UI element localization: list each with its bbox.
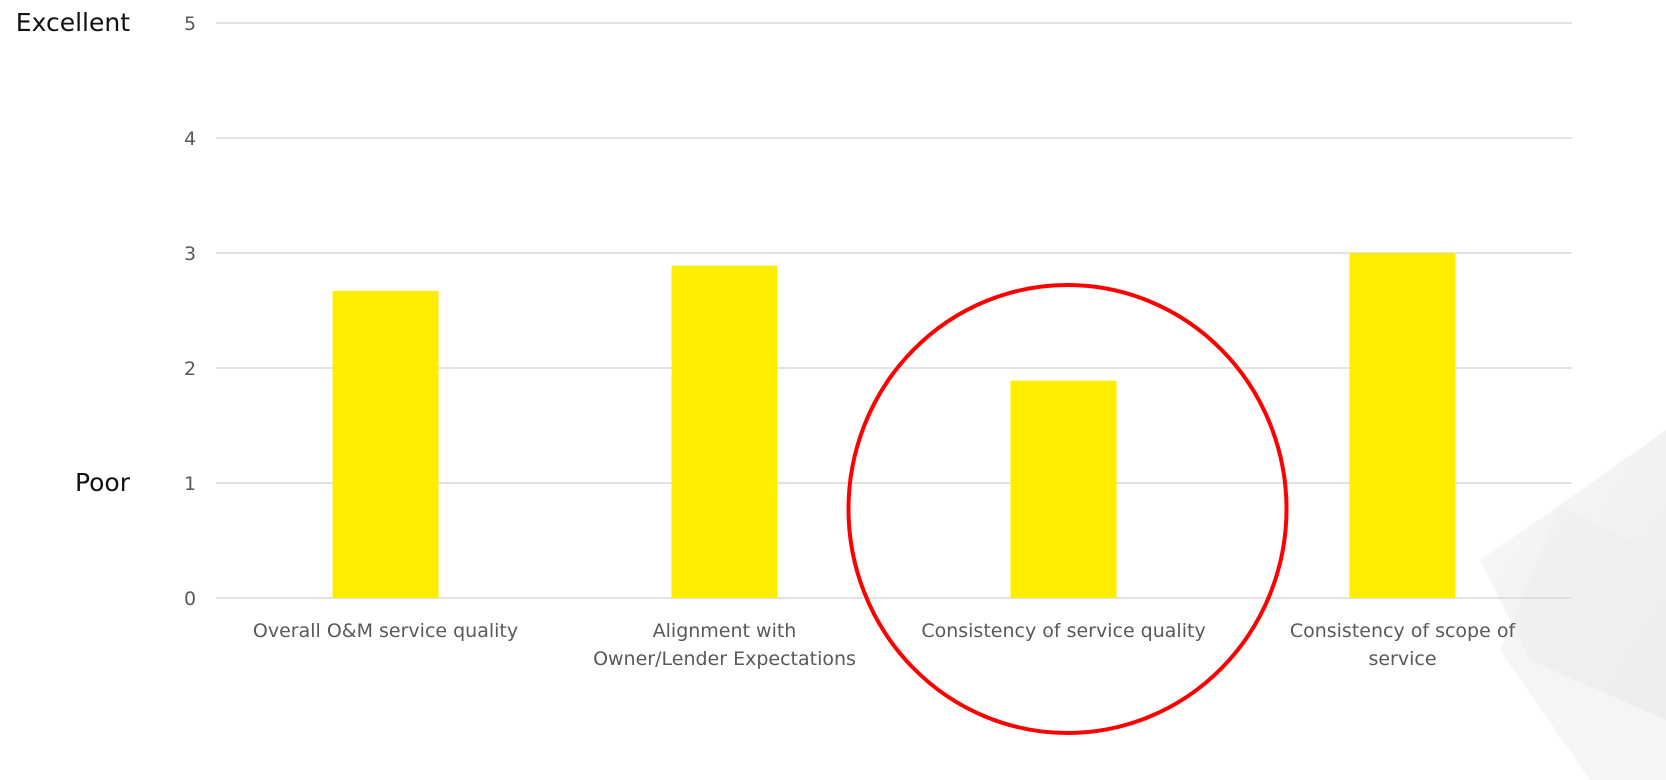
x-category-label: Consistency of service quality [921,620,1205,642]
bar [671,265,778,598]
y-tick-label: 5 [184,13,196,35]
y-tick-label: 3 [184,243,196,265]
x-category-label-line: Consistency of service quality [921,620,1205,642]
x-category-label-line: Owner/Lender Expectations [593,648,856,670]
y-tick-label: 4 [184,128,196,150]
y-tick-label: 1 [184,473,196,495]
x-category-label-line: Consistency of scope of [1290,620,1517,642]
decorative-background-shape [1500,505,1666,780]
x-category-label-line: Alignment with [653,620,797,642]
x-category-label-line: Overall O&M service quality [253,620,518,642]
x-category-label: Overall O&M service quality [253,620,518,642]
highlight-circle [846,283,1289,735]
x-category-label: Alignment with Owner/Lender Expectations [593,620,856,670]
x-category-label-line: service [1368,648,1436,670]
bar [1010,380,1117,598]
y-tick-label: 0 [184,588,196,610]
bar [1349,253,1456,598]
scale-label-excellent: Excellent [15,8,130,37]
x-category-label: Consistency of scope of service [1290,620,1517,670]
y-tick-label: 2 [184,358,196,380]
scale-label-poor: Poor [74,468,130,497]
bar [332,290,439,598]
